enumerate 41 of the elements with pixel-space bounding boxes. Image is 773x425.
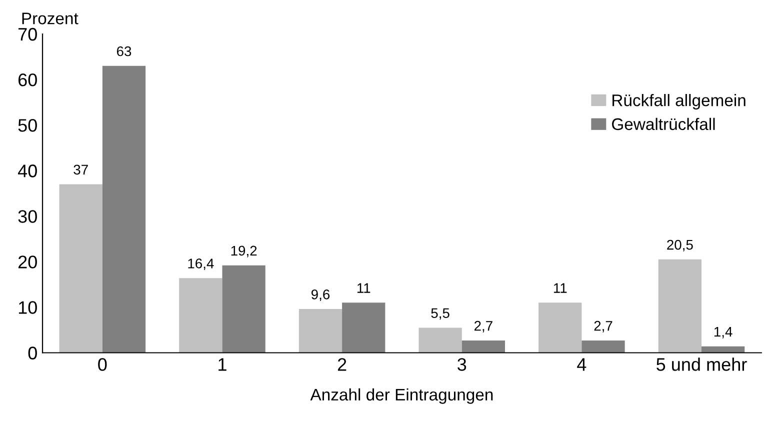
bar [102, 66, 146, 353]
y-tick-label: 60 [18, 73, 37, 86]
data-label: 9,6 [311, 290, 330, 301]
data-label: 16,4 [188, 258, 214, 270]
data-label: 2,7 [594, 320, 612, 332]
bar [342, 302, 386, 353]
data-label: 5,5 [431, 308, 450, 320]
y-axis-title: Prozent [22, 12, 78, 24]
bar [462, 340, 505, 353]
bar [658, 259, 702, 353]
y-tick-label: 20 [18, 256, 37, 268]
data-label: 11 [357, 283, 370, 293]
y-tick-label: 50 [18, 119, 37, 132]
bar [538, 302, 582, 353]
bar [179, 278, 222, 353]
x-tick-label: 5 und mehr [656, 358, 747, 371]
bar [59, 184, 102, 353]
x-tick-label: 3 [458, 358, 466, 371]
data-label: 19,2 [231, 246, 257, 258]
y-tick-label: 0 [28, 346, 37, 360]
data-label: 2,7 [474, 320, 492, 332]
x-tick-label: 1 [218, 358, 226, 371]
data-label: 63 [116, 46, 132, 56]
x-axis-title: Anzahl der Eintragungen [310, 388, 493, 404]
x-tick-label: 0 [98, 358, 107, 371]
data-label: 11 [554, 283, 567, 293]
x-tick-label: 2 [338, 358, 346, 371]
x-tick-label: 4 [577, 358, 586, 371]
y-tick-label: 70 [18, 28, 37, 41]
bar [298, 309, 342, 353]
legend-label: Gewaltrückfall [612, 118, 715, 130]
bar [222, 265, 266, 353]
bar [582, 340, 625, 353]
y-tick-label: 40 [18, 164, 37, 178]
data-label: 1,4 [714, 326, 732, 338]
y-tick-label: 30 [18, 210, 37, 223]
data-label: 37 [74, 164, 88, 175]
legend-label: Rückfall allgemein [612, 94, 746, 110]
bar [418, 328, 462, 353]
y-tick-label: 10 [18, 301, 37, 314]
data-label: 20,5 [667, 240, 693, 252]
